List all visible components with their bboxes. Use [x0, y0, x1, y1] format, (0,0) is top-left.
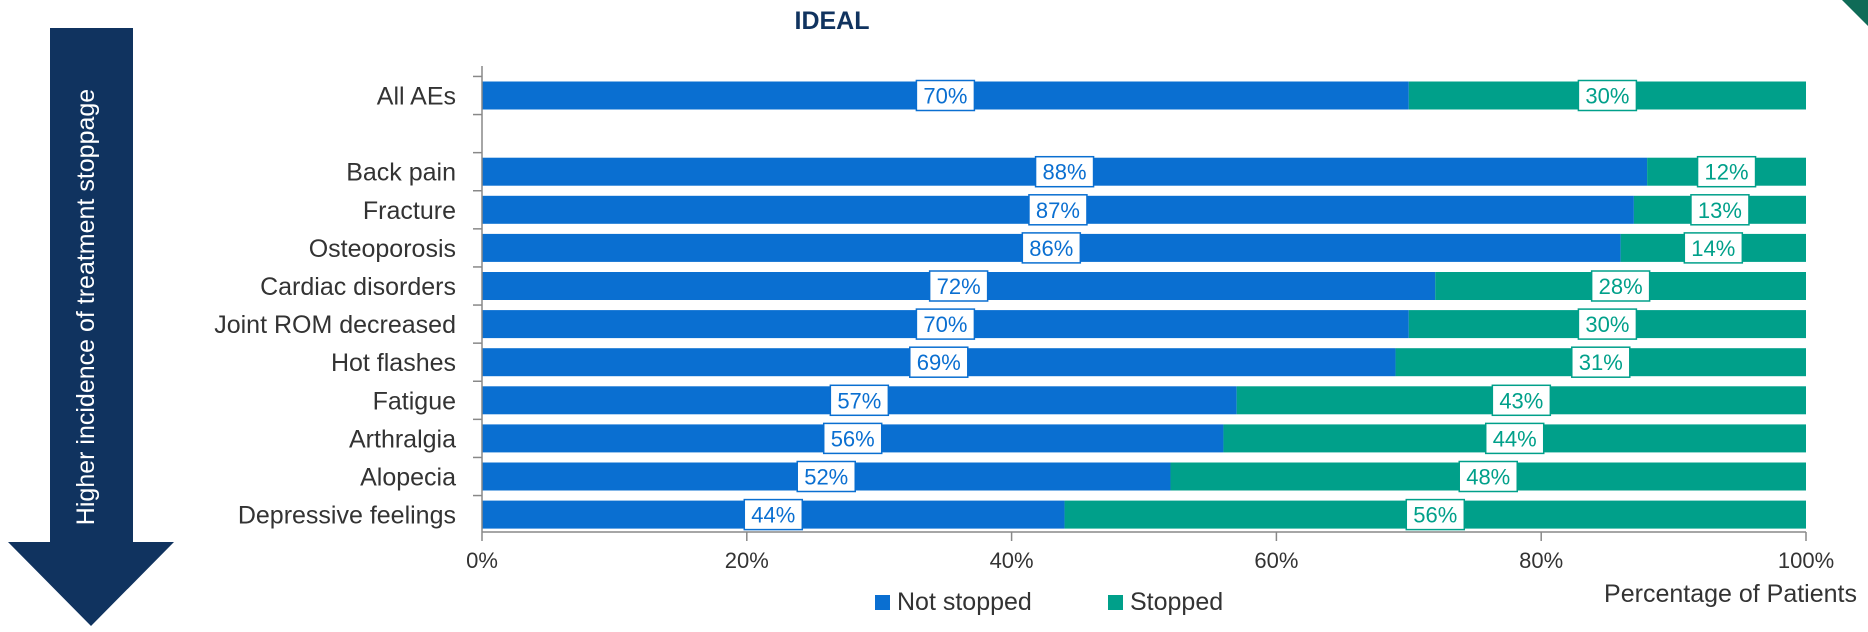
data-label: 69%	[917, 350, 961, 375]
data-label-box	[1690, 194, 1750, 226]
category-label: Fatigue	[373, 387, 456, 415]
data-label-box	[1405, 498, 1466, 531]
legend-swatch	[875, 595, 890, 610]
data-label: 72%	[937, 274, 981, 299]
data-label: 52%	[804, 465, 848, 490]
data-label-box	[1590, 270, 1651, 302]
data-label-box	[743, 498, 804, 531]
category-label: Joint ROM decreased	[214, 311, 456, 339]
legend-swatch	[1108, 595, 1123, 610]
data-label-box	[1028, 194, 1088, 226]
data-label-box	[1034, 155, 1095, 188]
data-label: 86%	[1029, 236, 1073, 261]
category-label: Depressive feelings	[238, 502, 456, 530]
x-tick-label: 80%	[1519, 548, 1563, 573]
data-label: 44%	[1493, 426, 1537, 451]
data-label: 70%	[923, 84, 967, 109]
data-label-box	[909, 346, 969, 378]
category-label: Arthralgia	[349, 425, 456, 453]
category-label: All AEs	[377, 83, 456, 111]
data-label-box	[1021, 232, 1082, 264]
data-label-box	[1458, 460, 1518, 493]
data-label-box	[928, 270, 989, 302]
data-label-box	[1484, 422, 1545, 455]
data-label-box	[1491, 384, 1552, 417]
category-label: Fracture	[363, 197, 456, 225]
category-label: Cardiac disorders	[260, 273, 456, 301]
x-tick-label: 100%	[1778, 548, 1834, 573]
x-tick-label: 60%	[1254, 548, 1298, 573]
data-label: 48%	[1466, 465, 1510, 490]
data-label: 14%	[1691, 236, 1735, 261]
data-label: 87%	[1036, 198, 1080, 223]
data-label-box	[1577, 79, 1638, 112]
data-label: 13%	[1698, 198, 1742, 223]
data-label-box	[915, 79, 976, 112]
chart-title: IDEAL	[795, 7, 870, 35]
x-axis-label: Percentage of Patients	[1604, 580, 1857, 608]
data-label-box	[915, 308, 976, 340]
data-label-box	[1696, 155, 1757, 188]
category-label: Back pain	[346, 159, 456, 187]
data-label: 43%	[1499, 388, 1543, 413]
data-label-box	[829, 384, 890, 417]
data-label: 31%	[1579, 350, 1623, 375]
x-tick-label: 20%	[725, 548, 769, 573]
legend-label: Stopped	[1130, 588, 1223, 616]
x-tick-label: 0%	[466, 548, 498, 573]
data-label: 28%	[1599, 274, 1643, 299]
data-label: 88%	[1043, 160, 1087, 185]
data-label-box	[1571, 346, 1631, 378]
down-arrow-icon	[8, 28, 174, 626]
x-tick-label: 40%	[990, 548, 1034, 573]
data-label: 56%	[831, 426, 875, 451]
data-label-box	[1683, 232, 1744, 264]
data-label: 57%	[837, 388, 881, 413]
data-label-box	[1577, 308, 1638, 340]
category-label: Osteoporosis	[309, 235, 456, 263]
category-label: Hot flashes	[331, 349, 456, 377]
legend-label: Not stopped	[897, 588, 1032, 616]
category-label: Alopecia	[360, 464, 456, 492]
data-label: 56%	[1413, 503, 1457, 528]
data-label-box	[822, 422, 883, 455]
corner-accent	[1842, 0, 1868, 26]
y-axis-label: Higher incidence of treatment stoppage	[72, 89, 100, 525]
data-label-box	[796, 460, 856, 493]
data-label: 30%	[1585, 84, 1629, 109]
data-label: 44%	[751, 503, 795, 528]
data-label: 30%	[1585, 312, 1629, 337]
data-label: 70%	[923, 312, 967, 337]
data-label: 12%	[1705, 160, 1749, 185]
